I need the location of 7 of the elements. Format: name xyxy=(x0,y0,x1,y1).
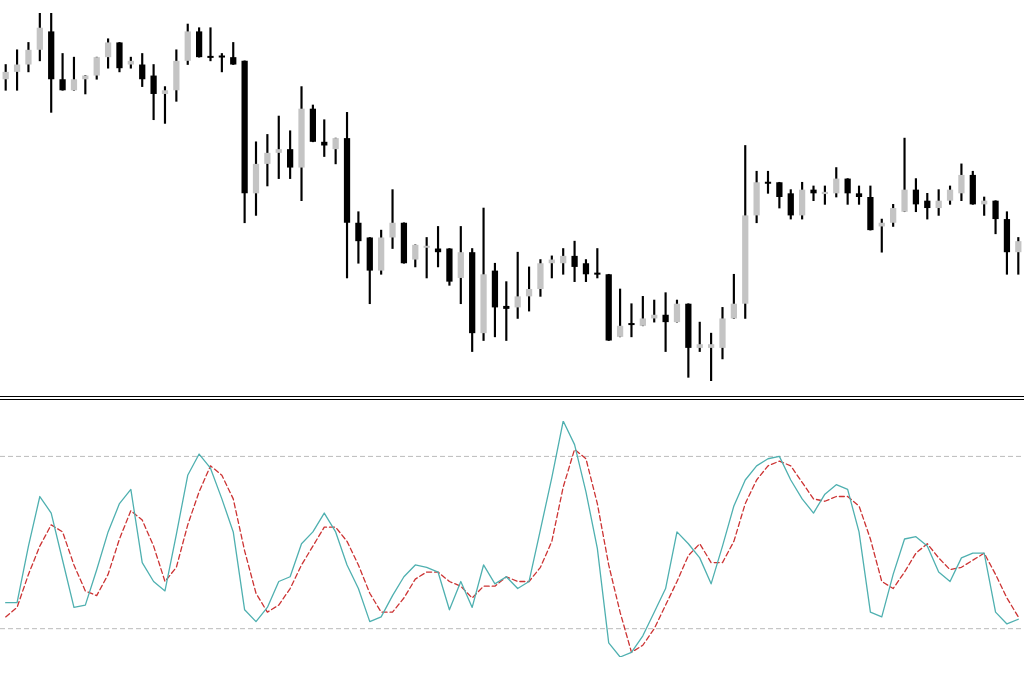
candlestick xyxy=(389,189,396,249)
candlestick xyxy=(207,27,214,62)
candlestick xyxy=(571,240,578,282)
candlestick xyxy=(901,137,908,213)
candlestick xyxy=(59,53,66,91)
candlestick xyxy=(810,185,817,202)
candlestick xyxy=(628,303,635,338)
